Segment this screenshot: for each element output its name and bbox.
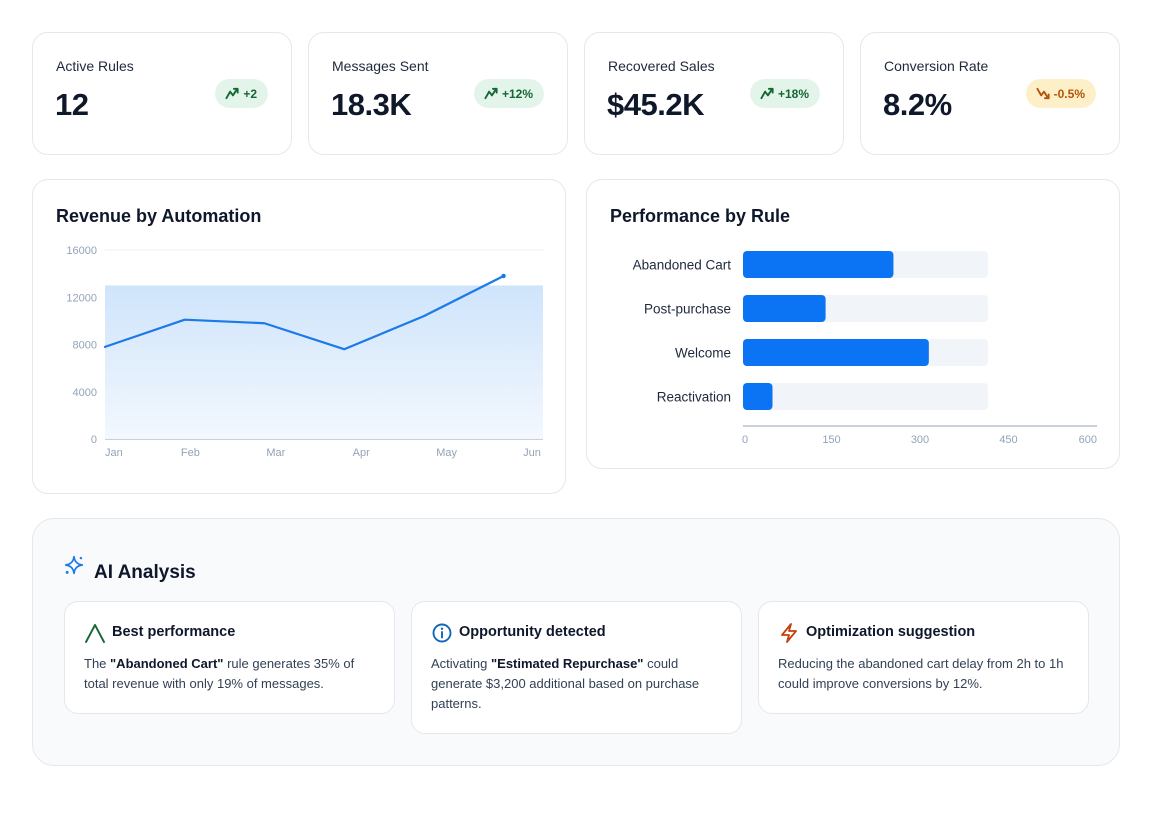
performance-chart-card: Performance by Rule Abandoned Cart Post-p… (586, 179, 1120, 469)
trend-delta: -0.5% (1053, 86, 1085, 101)
y-tick-label: 16000 (66, 245, 97, 257)
series-line (103, 274, 505, 351)
trend-badge: +12% (473, 79, 544, 108)
x-tick-label: May (436, 447, 457, 459)
bar (743, 383, 773, 410)
trend-up-icon (760, 87, 774, 100)
sparkle-icon (64, 555, 84, 575)
trend-up-icon (225, 87, 239, 100)
kpi-value: 18.3K (331, 87, 412, 122)
kpi-label: Conversion Rate (884, 58, 989, 74)
revenue-line-chart: 0 4000 8000 12000 16000 Jan Feb Mar Apr May Jun (66, 245, 543, 459)
trend-delta: +2 (243, 86, 257, 101)
bar-category-label: Post-purchase (644, 302, 731, 317)
kpi-card-messages-sent: Messages Sent 18.3K +12% (308, 32, 568, 155)
trend-badge: +18% (749, 79, 820, 108)
x-tick-label: Apr (353, 447, 370, 459)
bar-category-label: Abandoned Cart (633, 258, 732, 273)
bar (743, 251, 894, 278)
kpi-value: $45.2K (607, 87, 704, 122)
y-tick-label: 4000 (73, 387, 97, 399)
insight-title: Best performance (112, 624, 236, 640)
kpi-value: 8.2% (883, 87, 952, 122)
bar (743, 295, 826, 322)
insight-body: The "Abandoned Cart" rule generates 35% … (84, 656, 355, 691)
y-tick-label: 12000 (66, 292, 97, 304)
kpi-label: Messages Sent (332, 58, 429, 74)
x-tick-label: Jan (105, 447, 123, 459)
area-fill (105, 285, 543, 439)
insight-title: Optimization suggestion (806, 624, 976, 640)
trend-up-icon (484, 87, 498, 100)
ai-analysis-panel: AI Analysis Best performance The "Abando… (32, 518, 1120, 766)
x-tick-label: 0 (742, 434, 748, 446)
y-tick-label: 0 (91, 434, 97, 446)
trend-badge: -0.5% (1025, 79, 1096, 108)
y-tick-label: 8000 (73, 340, 97, 352)
insight-title: Opportunity detected (459, 624, 606, 640)
revenue-chart-card: Revenue by Automation 0 4000 8000 12000 1600… (32, 179, 566, 494)
info-icon (432, 623, 452, 643)
insight-card-optimization: Optimization suggestion Reducing the aba… (758, 601, 1089, 714)
insight-card-best-performance: Best performance The "Abandoned Cart" ru… (64, 601, 395, 714)
insight-body: Reducing the abandoned cart delay from 2… (778, 656, 1064, 691)
trend-delta: +12% (501, 86, 533, 101)
bar-track (743, 383, 988, 410)
lightning-icon (781, 623, 797, 643)
data-point (501, 273, 506, 279)
x-tick-label: Feb (181, 447, 200, 459)
kpi-card-active-rules: Active Rules 12 +2 (32, 32, 292, 155)
kpi-label: Active Rules (56, 58, 134, 74)
bar-category-label: Welcome (675, 346, 731, 361)
chart-title: Revenue by Automation (56, 206, 262, 226)
x-tick-label: Mar (266, 447, 285, 459)
chart-title: Performance by Rule (610, 206, 791, 226)
ai-analysis-title: AI Analysis (94, 562, 196, 583)
bar (743, 339, 929, 366)
insight-card-opportunity: Opportunity detected Activating "Estimat… (411, 601, 742, 734)
insight-body: Activating "Estimated Repurchase" could … (431, 656, 700, 711)
kpi-card-conversion-rate: Conversion Rate 8.2% -0.5% (860, 32, 1120, 155)
x-tick-label: 600 (1079, 434, 1097, 446)
trend-peak-icon (85, 624, 105, 643)
x-tick-label: 150 (822, 434, 840, 446)
trend-delta: +18% (777, 86, 809, 101)
kpi-card-recovered-sales: Recovered Sales $45.2K +18% (584, 32, 844, 155)
x-tick-label: 300 (911, 434, 929, 446)
bar-category-label: Reactivation (657, 390, 731, 405)
x-tick-label: 450 (999, 434, 1017, 446)
trend-badge: +2 (215, 79, 268, 108)
x-tick-label: Jun (523, 447, 541, 459)
trend-down-icon (1036, 87, 1050, 100)
kpi-value: 12 (55, 87, 89, 122)
kpi-label: Recovered Sales (608, 58, 715, 74)
performance-bar-chart: Abandoned Cart Post-purchase Welcome Reacti… (633, 251, 1097, 446)
